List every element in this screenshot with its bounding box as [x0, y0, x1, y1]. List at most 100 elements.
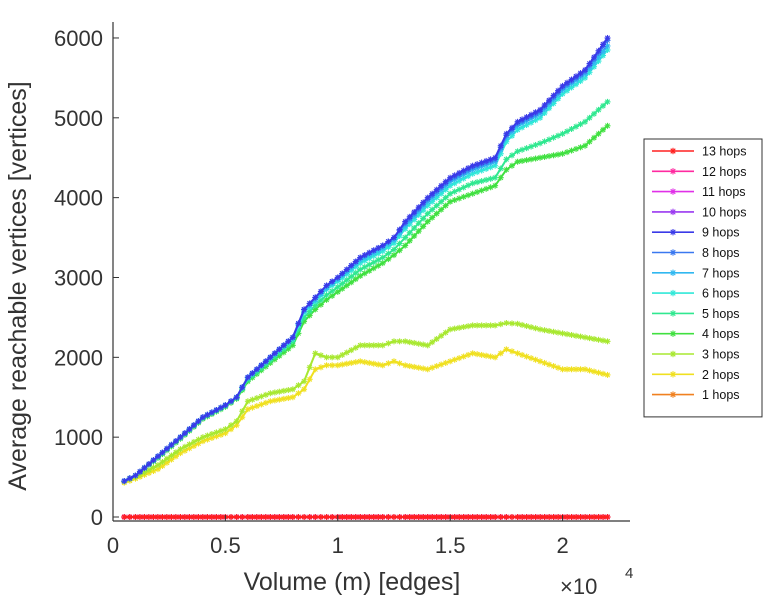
data-point: [528, 156, 535, 163]
data-point: [492, 154, 499, 161]
data-point: [370, 259, 377, 266]
data-point: [411, 209, 418, 216]
data-point: [537, 358, 544, 365]
data-point: [438, 182, 445, 189]
data-point: [295, 390, 302, 397]
data-point: [478, 159, 485, 166]
legend-label: 8 hops: [702, 246, 740, 260]
legend-entry: 5 hops: [652, 307, 740, 321]
data-point: [604, 338, 611, 345]
data-point: [195, 436, 202, 443]
data-point: [312, 350, 319, 357]
data-point: [213, 407, 220, 414]
data-point: [233, 418, 240, 425]
data-point: [508, 514, 515, 521]
data-point: [550, 92, 557, 99]
data-point: [438, 361, 445, 368]
data-point: [406, 339, 413, 346]
data-point: [503, 166, 510, 173]
legend-entry: 2 hops: [652, 368, 740, 382]
data-point: [334, 362, 341, 369]
data-point: [577, 78, 584, 85]
legend-marker: [669, 168, 677, 175]
data-point: [222, 426, 229, 433]
data-point: [390, 252, 397, 259]
data-point: [357, 266, 364, 273]
data-point: [474, 322, 481, 329]
y-tick-label: 5000: [54, 106, 103, 131]
data-point: [483, 157, 490, 164]
data-point: [233, 394, 240, 401]
data-point: [406, 237, 413, 244]
data-point: [258, 393, 265, 400]
data-point: [228, 398, 235, 405]
data-point: [497, 514, 504, 521]
data-point: [415, 228, 422, 235]
data-point: [361, 264, 368, 271]
data-point: [168, 456, 175, 463]
data-point: [239, 384, 246, 391]
data-point: [420, 215, 427, 222]
data-point: [487, 353, 494, 360]
data-point: [478, 187, 485, 194]
data-point: [523, 353, 530, 360]
data-point: [301, 378, 308, 385]
data-point: [591, 54, 598, 61]
data-point: [424, 514, 431, 521]
data-point: [150, 464, 157, 471]
data-point: [323, 292, 330, 299]
data-point: [555, 151, 562, 158]
data-point: [586, 60, 593, 67]
data-point: [564, 331, 571, 338]
data-point: [497, 142, 504, 149]
data-point: [582, 142, 589, 149]
data-point: [385, 256, 392, 263]
legend-label: 11 hops: [702, 185, 746, 199]
data-point: [385, 250, 392, 257]
data-point: [483, 352, 490, 359]
data-point: [204, 514, 211, 521]
data-point: [591, 134, 598, 141]
data-point: [492, 182, 499, 189]
data-point: [317, 288, 324, 295]
data-point: [239, 514, 246, 521]
legend-marker: [669, 147, 677, 155]
legend-marker: [669, 269, 677, 276]
data-point: [550, 100, 557, 107]
data-point: [508, 162, 515, 169]
data-point: [267, 354, 274, 361]
data-point: [537, 106, 544, 113]
data-point: [469, 350, 476, 357]
data-point: [348, 262, 355, 269]
data-point: [460, 167, 467, 174]
data-point: [420, 365, 427, 372]
legend-entry: 4 hops: [652, 327, 740, 341]
x-tick-label: 1.5: [435, 533, 466, 558]
data-point: [429, 214, 436, 221]
data-point: [528, 143, 535, 150]
data-point: [573, 514, 580, 521]
data-point: [258, 514, 265, 521]
data-point: [301, 306, 308, 313]
data-point: [438, 332, 445, 339]
data-point: [406, 213, 413, 220]
data-point: [329, 288, 336, 295]
data-point: [132, 472, 139, 479]
data-point: [546, 327, 553, 334]
data-point: [460, 353, 467, 360]
data-point: [385, 360, 392, 367]
data-point: [442, 202, 449, 209]
legend-label: 13 hops: [702, 145, 746, 159]
data-point: [460, 184, 467, 191]
data-point: [600, 514, 607, 521]
data-point: [595, 514, 602, 521]
data-point: [396, 247, 403, 254]
data-point: [126, 475, 133, 482]
data-point: [555, 87, 562, 94]
data-point: [415, 340, 422, 347]
data-point: [411, 363, 418, 370]
data-point: [348, 347, 355, 354]
data-point: [508, 124, 515, 131]
data-point: [312, 514, 319, 521]
data-point: [195, 440, 202, 447]
